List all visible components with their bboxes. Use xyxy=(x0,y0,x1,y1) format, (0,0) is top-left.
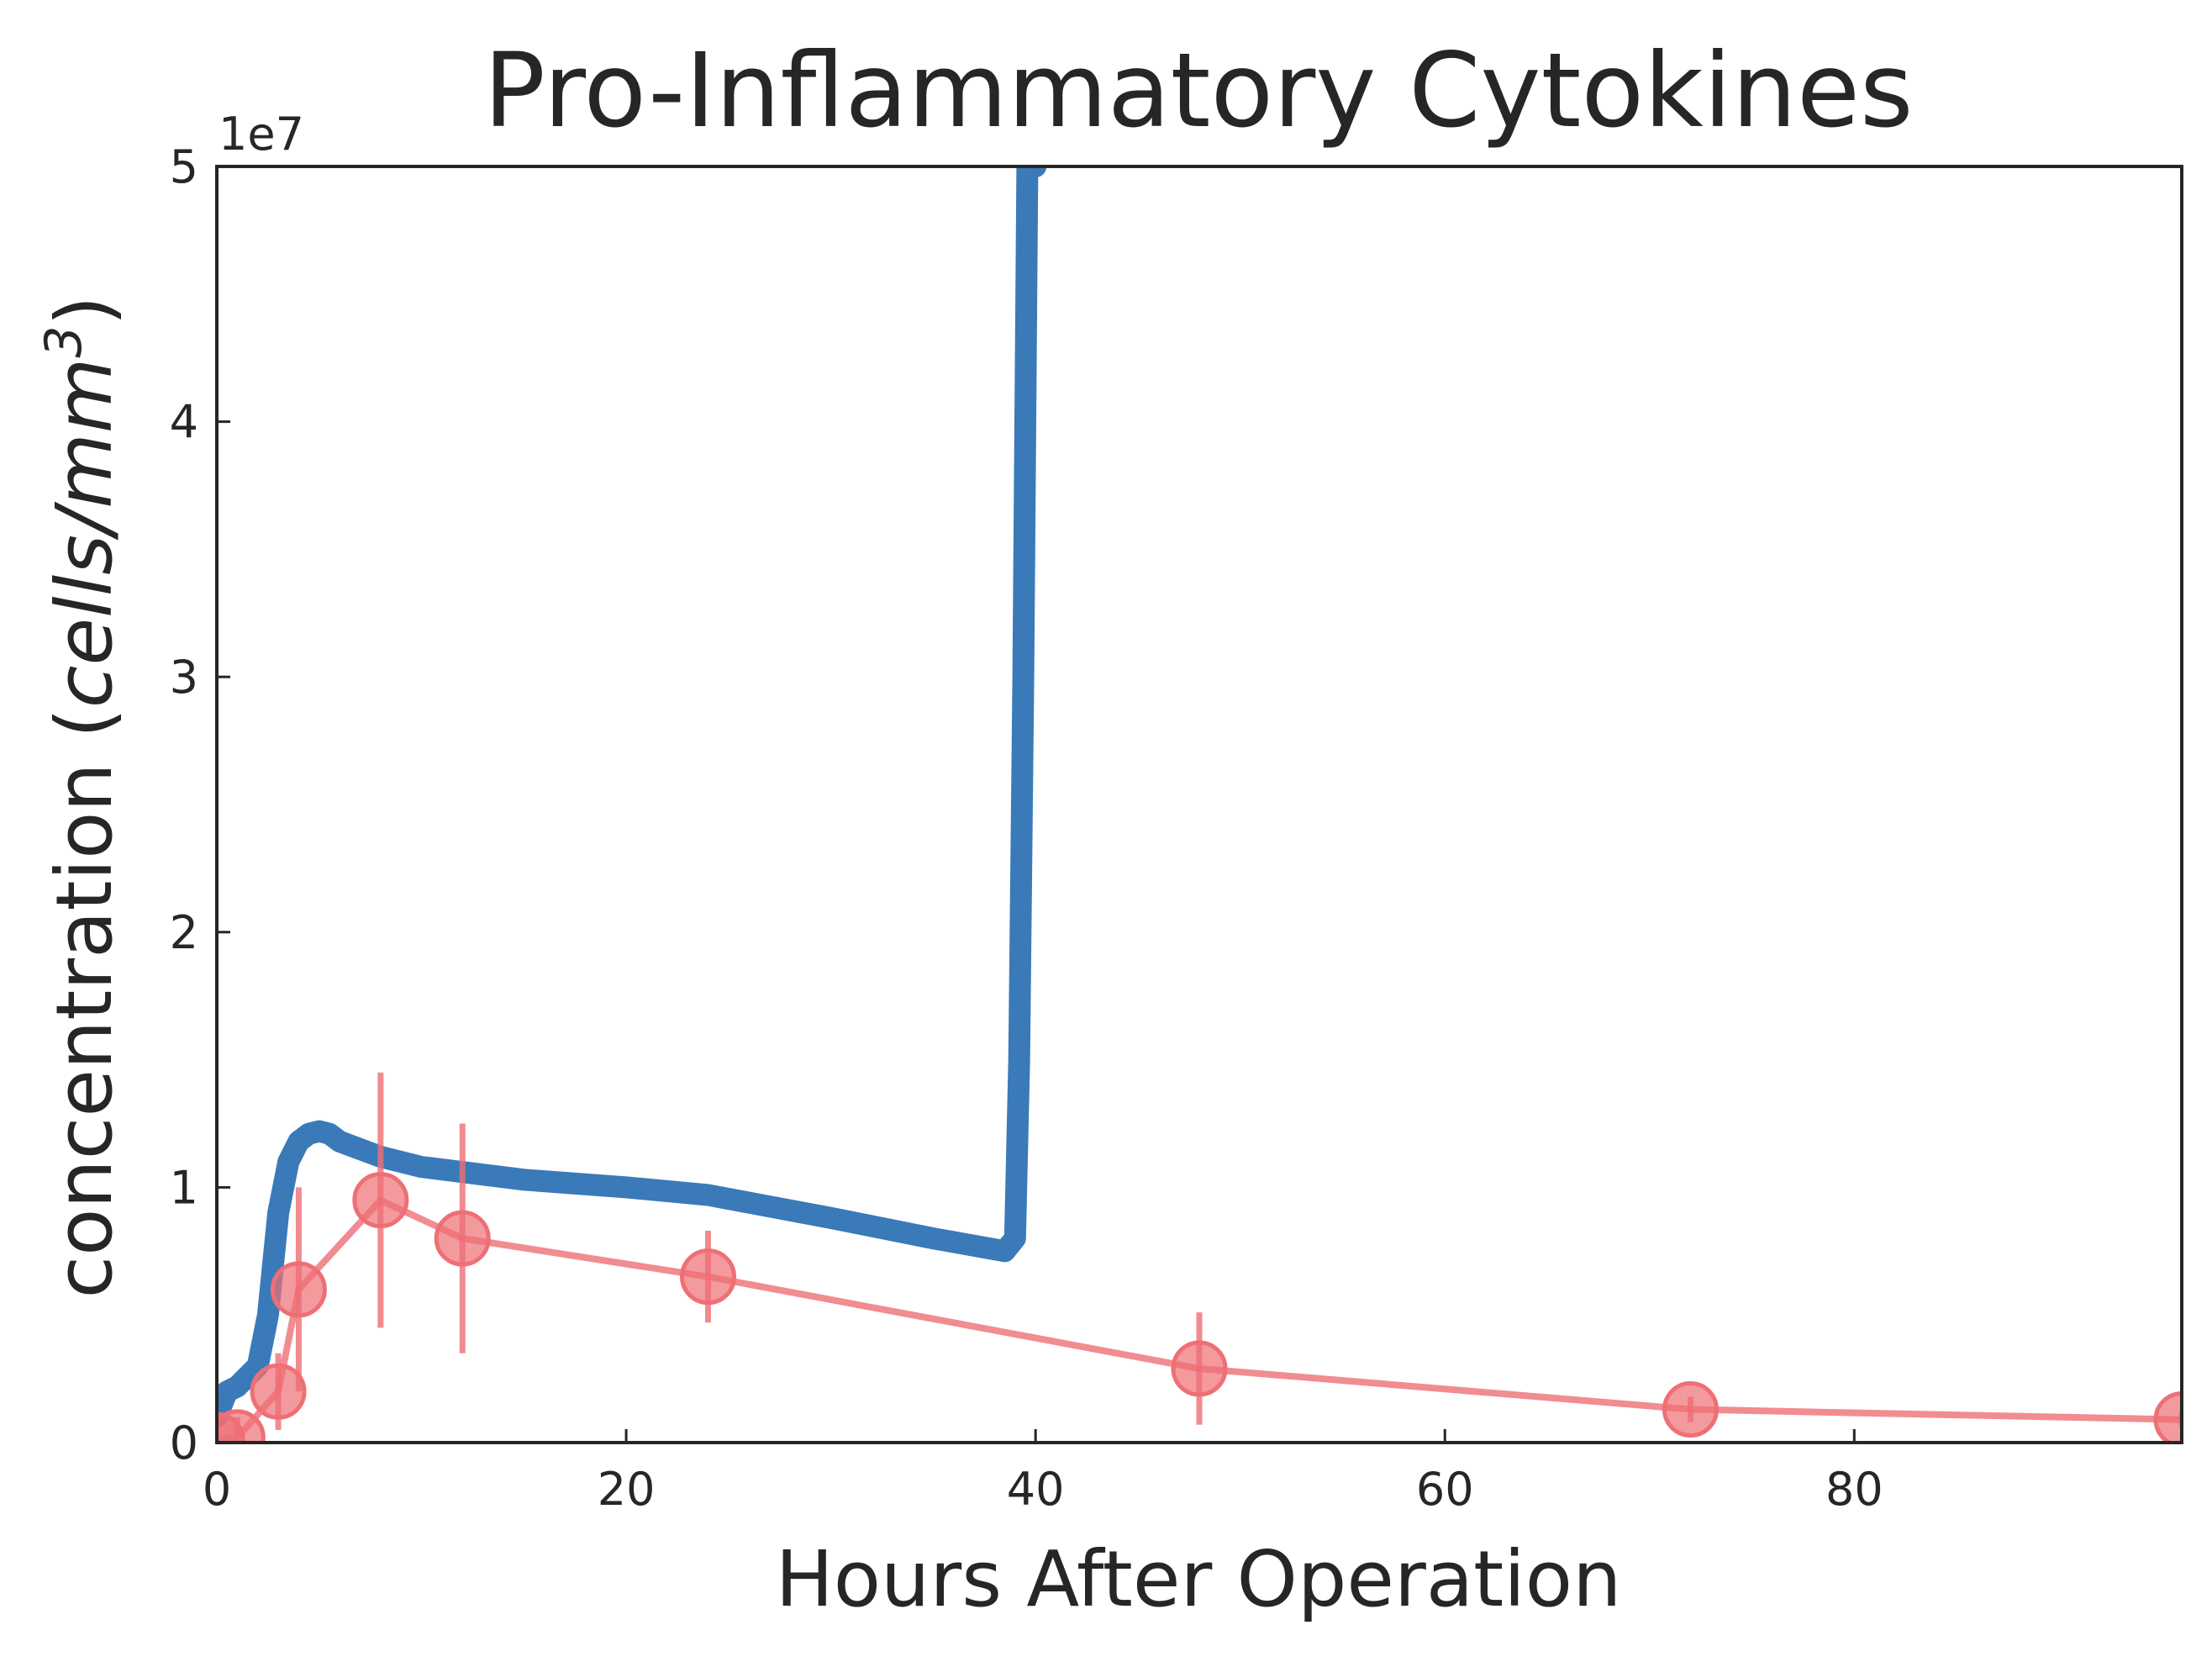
axes: 0 20 40 60 80 0 1 2 3 4 5 xyxy=(170,140,2183,1516)
y-axis-label-unit: cells/mm xyxy=(40,358,129,708)
data-point xyxy=(2153,1391,2182,1443)
y-axis-label-suffix: ) xyxy=(40,296,129,326)
data-point xyxy=(352,1172,409,1229)
x-axis-label: Hours After Operation xyxy=(776,1534,1622,1624)
x-tick-label: 0 xyxy=(203,1463,231,1516)
chart-title: Pro-Inflammatory Cytokines xyxy=(483,31,1913,150)
model-line xyxy=(217,166,1047,1428)
data-point xyxy=(1662,1381,1719,1438)
x-tick-label: 40 xyxy=(1007,1463,1065,1516)
y-axis-label: concentration (cells/mm3) xyxy=(34,296,129,1299)
y-tick-label: 0 xyxy=(170,1417,198,1469)
x-tick-label: 20 xyxy=(598,1463,656,1516)
data-line xyxy=(217,1195,2182,1443)
x-tick-label: 60 xyxy=(1416,1463,1474,1516)
x-tick-label: 80 xyxy=(1825,1463,1883,1516)
data-point xyxy=(250,1363,307,1420)
y-axis-label-prefix: concentration ( xyxy=(40,708,129,1298)
data-point xyxy=(434,1210,491,1267)
y-tick-label: 4 xyxy=(170,396,198,449)
plot-frame xyxy=(215,165,2183,1444)
data-point xyxy=(1171,1340,1228,1397)
y-tick-label: 5 xyxy=(170,140,198,193)
y-tick-label: 3 xyxy=(170,651,198,704)
y-axis-label-exponent: 3 xyxy=(34,325,93,357)
y-tick-label: 2 xyxy=(170,906,198,959)
plot-clip-group xyxy=(217,166,2182,1443)
data-point xyxy=(270,1261,327,1318)
data-point xyxy=(217,1409,266,1443)
y-tick-label: 1 xyxy=(170,1161,198,1214)
data-point xyxy=(680,1248,736,1306)
y-offset-label: 1e7 xyxy=(219,108,304,161)
plot-area xyxy=(217,166,2182,1443)
